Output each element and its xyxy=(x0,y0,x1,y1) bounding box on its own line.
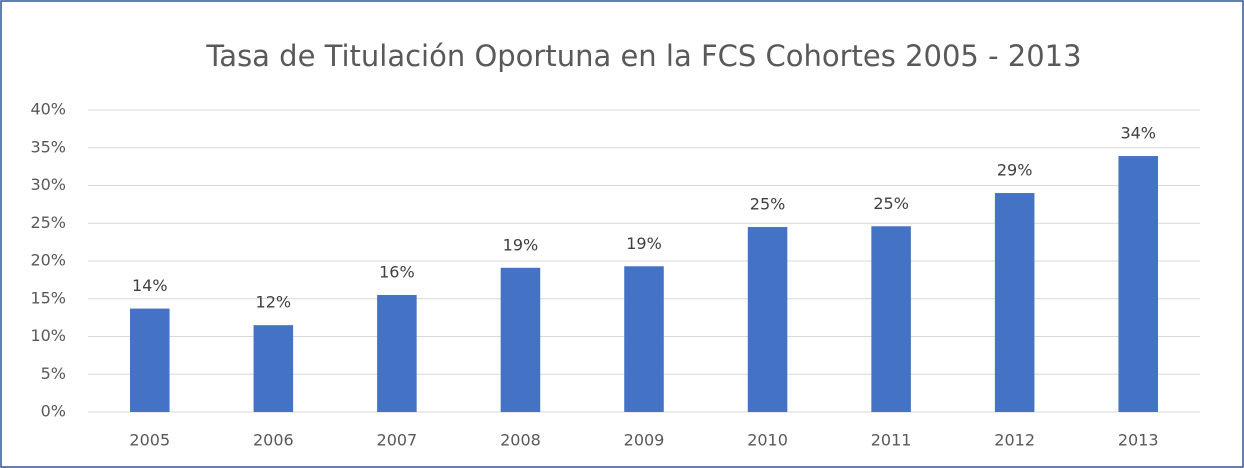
x-tick-label: 2013 xyxy=(1118,431,1159,450)
bar xyxy=(747,227,788,412)
x-tick-label: 2007 xyxy=(377,431,418,450)
chart-title: Tasa de Titulación Oportuna en la FCS Co… xyxy=(205,39,1081,73)
data-label: 19% xyxy=(626,234,662,253)
y-tick-label: 20% xyxy=(30,251,66,270)
y-tick-label: 40% xyxy=(30,100,66,119)
data-label: 12% xyxy=(256,293,292,312)
x-tick-label: 2009 xyxy=(624,431,665,450)
data-label: 16% xyxy=(379,262,415,281)
y-tick-label: 15% xyxy=(30,288,66,307)
data-label: 14% xyxy=(132,276,168,295)
x-tick-label: 2010 xyxy=(747,431,788,450)
x-tick-label: 2006 xyxy=(253,431,294,450)
data-label: 25% xyxy=(750,195,786,214)
x-tick-label: 2008 xyxy=(500,431,541,450)
data-label: 19% xyxy=(503,235,539,254)
bar xyxy=(871,226,911,412)
y-tick-label: 30% xyxy=(30,175,66,194)
bar xyxy=(500,267,541,412)
y-tick-label: 10% xyxy=(30,326,66,345)
data-label: 34% xyxy=(1120,124,1156,143)
x-tick-label: 2005 xyxy=(129,431,170,450)
y-tick-label: 0% xyxy=(41,402,66,421)
y-tick-label: 5% xyxy=(41,364,66,383)
bar xyxy=(624,266,664,412)
data-label: 25% xyxy=(873,194,909,213)
x-tick-label: 2011 xyxy=(871,431,912,450)
bar xyxy=(1118,156,1158,412)
bar xyxy=(994,193,1035,412)
data-label: 29% xyxy=(997,161,1033,180)
bar xyxy=(253,325,294,412)
y-tick-label: 35% xyxy=(30,137,66,156)
x-tick-label: 2012 xyxy=(994,431,1035,450)
bar xyxy=(377,294,417,412)
bar xyxy=(130,308,170,412)
y-tick-label: 25% xyxy=(30,213,66,232)
